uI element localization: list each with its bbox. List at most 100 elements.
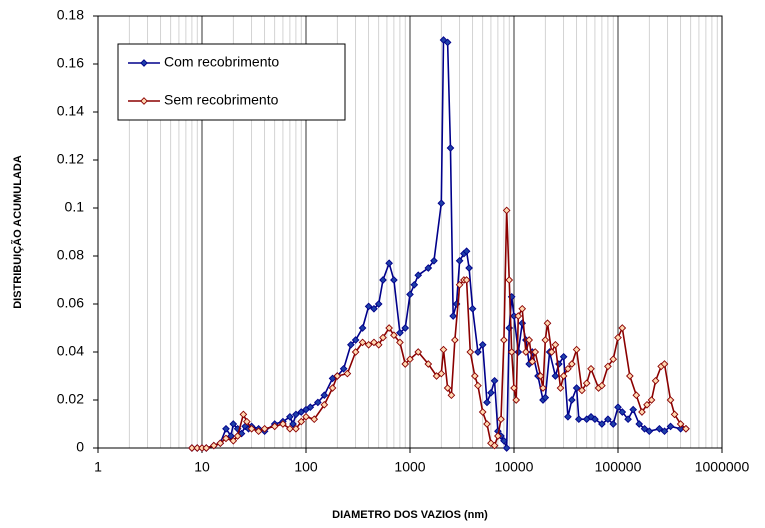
marker	[289, 420, 297, 428]
marker	[401, 360, 410, 368]
marker	[370, 338, 378, 347]
marker	[437, 369, 446, 378]
marker	[396, 338, 404, 347]
marker	[604, 362, 612, 371]
marker	[297, 408, 306, 416]
marker	[626, 372, 634, 380]
legend-marker	[140, 97, 148, 105]
marker	[466, 348, 475, 356]
marker	[478, 340, 487, 349]
legend-label: Com recobrimento	[164, 54, 279, 70]
y-tick-label: 0	[76, 439, 84, 455]
marker	[543, 319, 552, 328]
marker	[676, 420, 685, 428]
marker	[379, 276, 387, 284]
marker	[286, 424, 294, 433]
marker	[609, 420, 618, 428]
marker	[522, 348, 530, 356]
marker	[568, 396, 576, 404]
marker	[536, 372, 545, 380]
marker	[528, 357, 537, 366]
series-line	[191, 210, 687, 449]
marker	[297, 417, 306, 426]
marker	[385, 259, 393, 268]
marker	[525, 336, 534, 344]
marker	[497, 415, 505, 424]
legend-label: Sem recobrimento	[164, 92, 279, 108]
marker	[651, 376, 660, 385]
marker	[410, 280, 419, 289]
marker	[292, 424, 300, 433]
marker	[374, 300, 383, 308]
marker	[401, 324, 410, 332]
marker	[447, 391, 456, 400]
marker	[512, 396, 521, 404]
marker	[233, 432, 242, 440]
marker	[598, 381, 606, 390]
marker	[254, 427, 263, 436]
marker	[455, 280, 464, 289]
y-tick-label: 0.1	[65, 199, 85, 215]
marker	[439, 345, 448, 354]
marker	[487, 439, 495, 448]
marker	[574, 415, 583, 424]
marker	[487, 388, 495, 397]
marker	[559, 352, 568, 361]
marker	[510, 384, 518, 392]
marker	[390, 331, 398, 340]
marker	[286, 412, 294, 421]
marker	[478, 408, 487, 416]
marker	[446, 144, 455, 152]
marker	[451, 336, 459, 344]
marker	[222, 424, 230, 433]
marker	[635, 420, 644, 428]
marker	[598, 420, 606, 428]
marker	[494, 432, 502, 440]
marker	[364, 302, 373, 311]
y-tick-label: 0.12	[57, 151, 84, 167]
marker	[339, 364, 348, 373]
marker	[216, 439, 225, 448]
marker	[643, 400, 651, 409]
marker	[347, 340, 355, 349]
marker	[647, 396, 656, 404]
marker	[462, 247, 471, 256]
x-tick-label: 1	[94, 459, 102, 475]
marker	[437, 199, 446, 208]
marker	[551, 340, 560, 349]
marker	[385, 324, 393, 332]
y-tick-label: 0.06	[57, 295, 84, 311]
marker	[618, 324, 627, 332]
marker	[310, 415, 319, 424]
marker	[443, 38, 452, 47]
marker	[514, 312, 523, 320]
x-tick-label: 1000	[394, 459, 425, 475]
marker	[500, 436, 508, 445]
marker	[202, 444, 211, 452]
marker	[351, 336, 360, 344]
marker	[547, 348, 556, 356]
marker	[666, 396, 675, 404]
marker	[455, 256, 464, 265]
marker	[370, 304, 378, 313]
marker	[260, 424, 269, 433]
marker	[507, 348, 516, 356]
marker	[502, 206, 511, 215]
marker	[306, 403, 315, 412]
marker	[638, 408, 646, 416]
marker	[222, 434, 230, 443]
marker	[414, 271, 423, 280]
marker	[188, 444, 196, 452]
marker	[390, 276, 398, 284]
marker	[320, 391, 329, 400]
marker	[364, 340, 373, 349]
marker	[556, 384, 565, 392]
marker	[660, 427, 669, 436]
marker	[483, 420, 491, 428]
marker	[500, 336, 508, 344]
marker	[430, 256, 438, 265]
marker	[564, 364, 572, 373]
legend-box	[117, 43, 346, 121]
y-tick-label: 0.02	[57, 391, 84, 407]
